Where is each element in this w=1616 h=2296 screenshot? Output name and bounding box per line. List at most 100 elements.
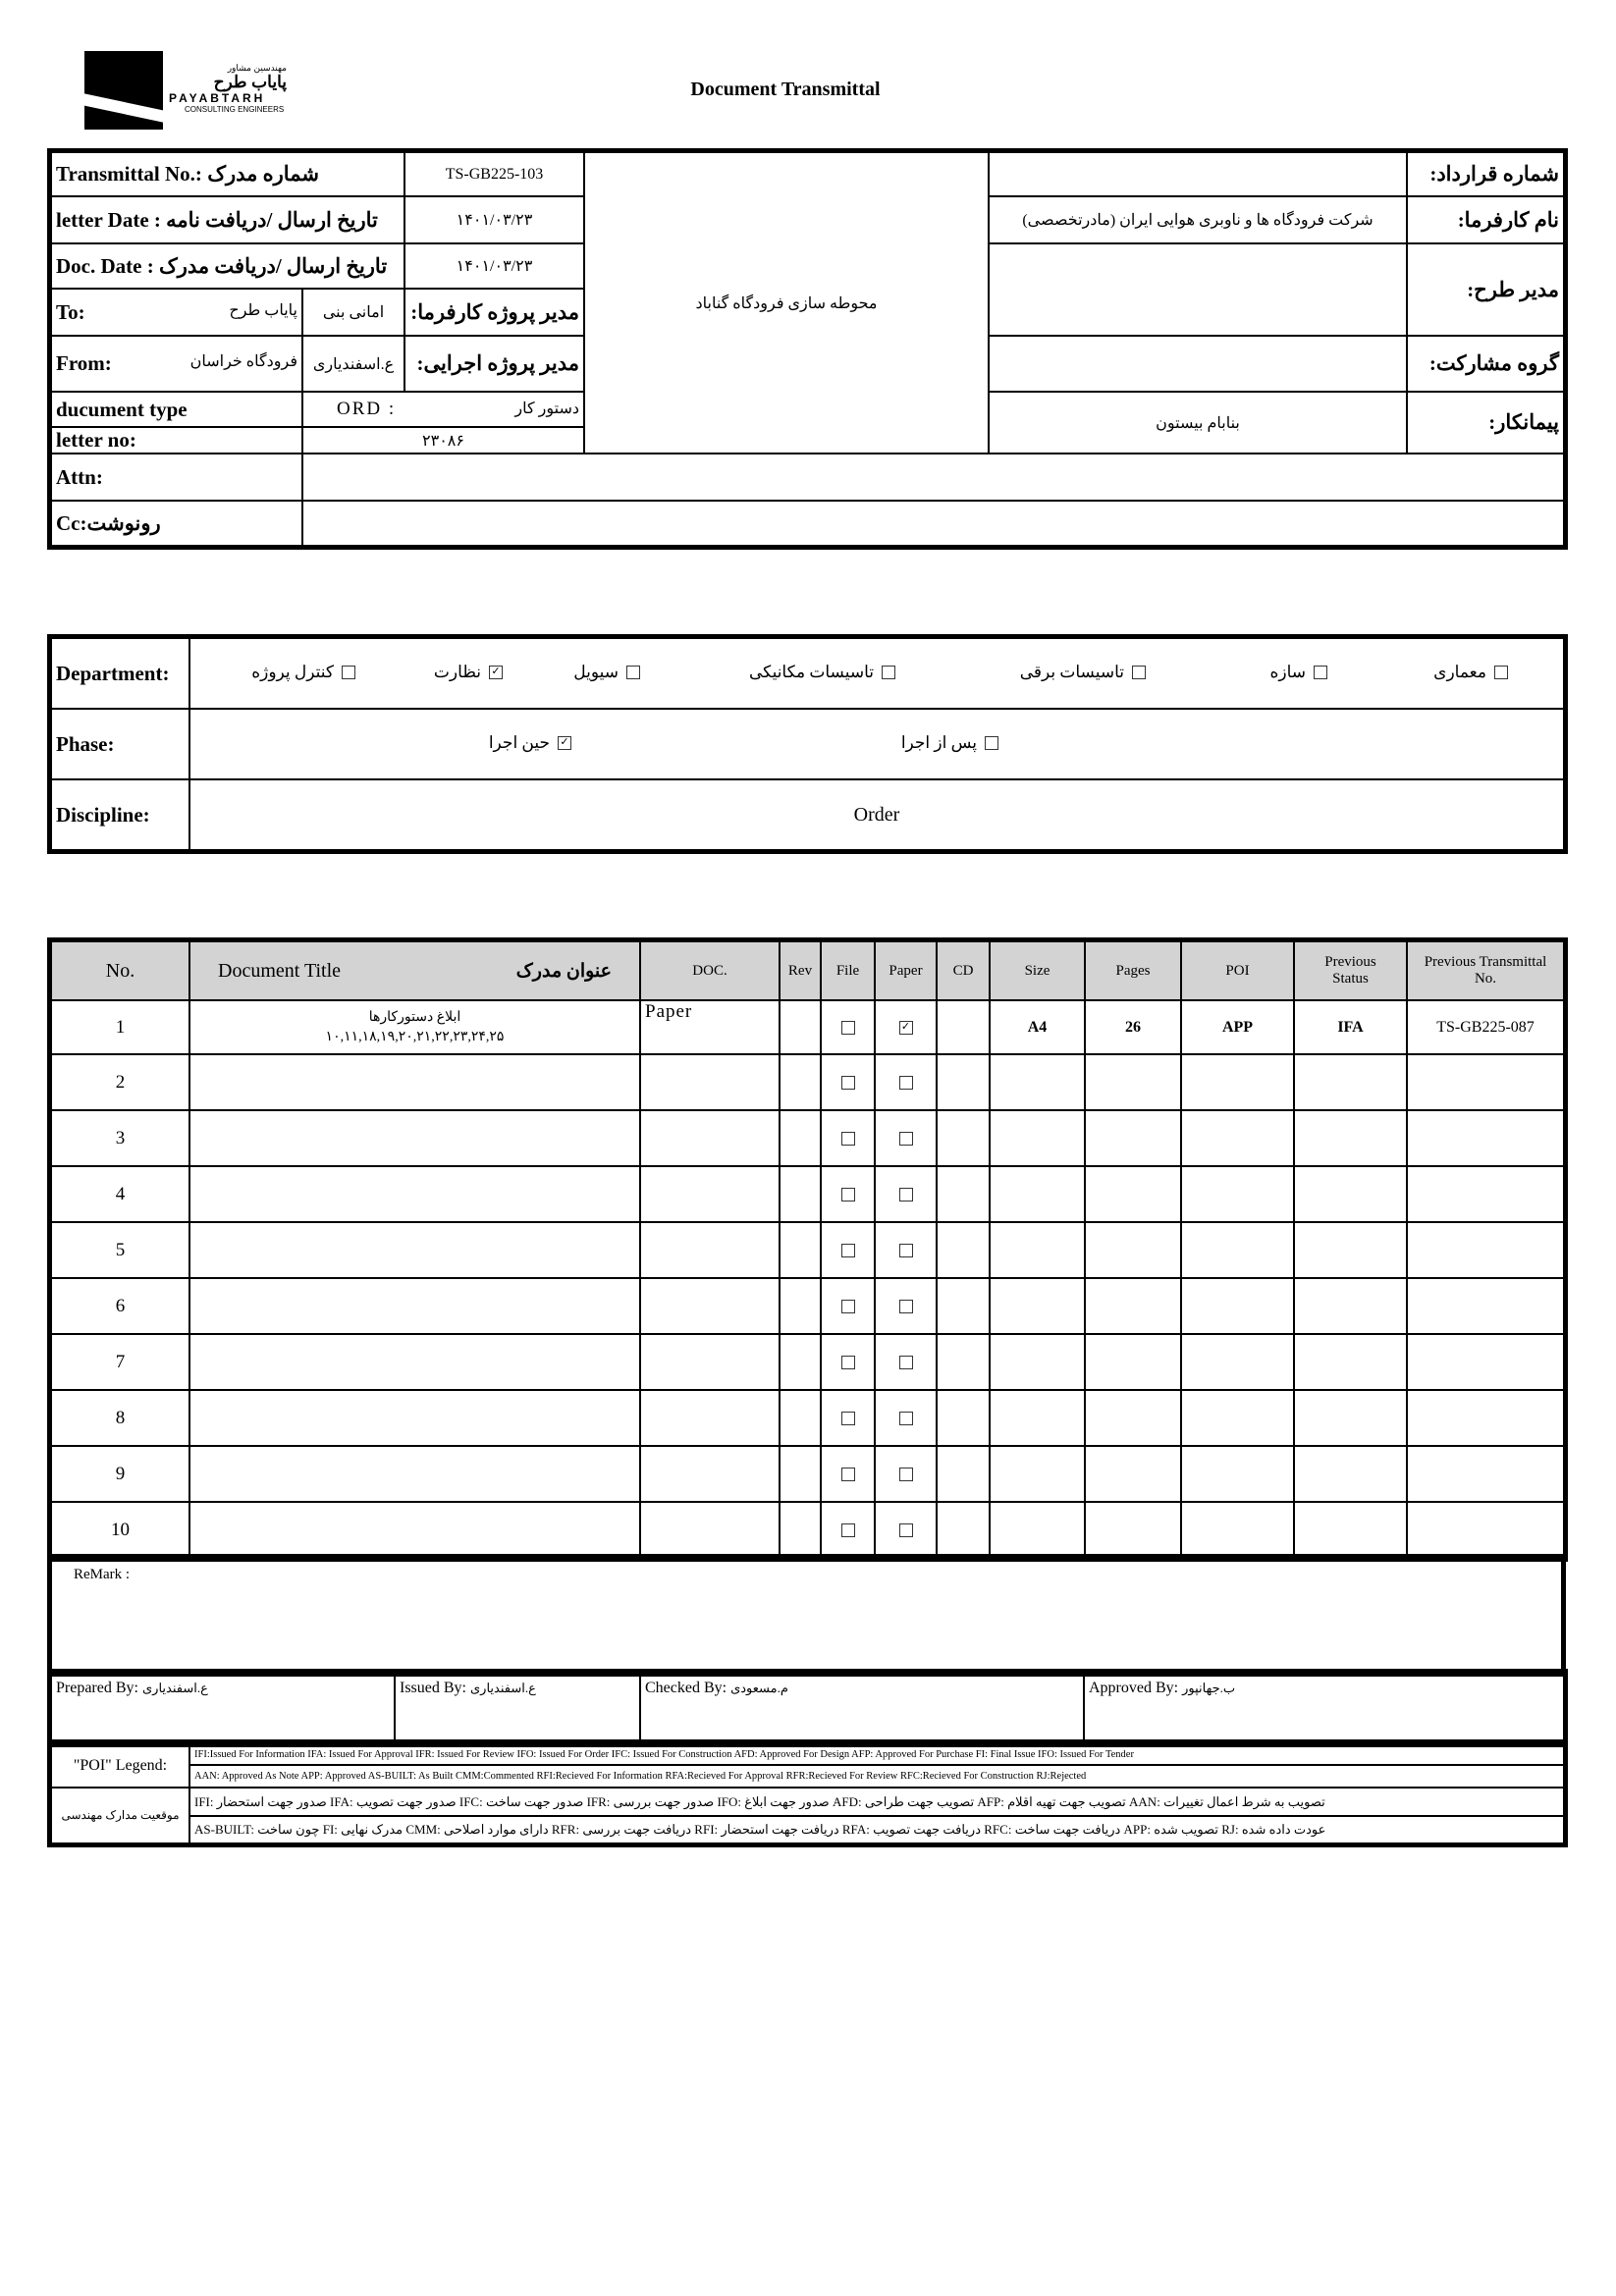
- checkbox-icon[interactable]: [840, 1355, 855, 1369]
- discipline-value: Order: [189, 778, 1565, 851]
- checkbox-icon[interactable]: [1494, 666, 1508, 679]
- cell-file[interactable]: [820, 1445, 876, 1503]
- department-option[interactable]: تاسیسات برقی: [1020, 663, 1146, 682]
- cell-no: 2: [50, 1053, 190, 1111]
- cell-rev: [779, 1165, 822, 1223]
- cell-title: [189, 1333, 641, 1391]
- cell-size: [989, 1221, 1086, 1279]
- phase-options: پس از اجرا✓حین اجراقبل از اجرا: [189, 708, 1565, 780]
- checkbox-icon[interactable]: [882, 666, 895, 679]
- department-option[interactable]: کنترل پروژه: [251, 663, 355, 682]
- col-title-fa: عنوان مدرک: [515, 960, 612, 982]
- checkbox-icon[interactable]: [985, 736, 998, 750]
- cell-file[interactable]: [820, 1389, 876, 1447]
- cell-prev-transmittal: TS-GB225-087: [1406, 999, 1565, 1055]
- info-table: Transmittal No.: شماره مدرک TS-GB225-103…: [47, 148, 1568, 550]
- checkbox-icon[interactable]: [898, 1075, 913, 1090]
- checkbox-icon[interactable]: [840, 1522, 855, 1537]
- cell-file[interactable]: [820, 1109, 876, 1167]
- checkbox-icon[interactable]: [840, 1411, 855, 1425]
- cell-cd: [936, 1165, 991, 1223]
- checkbox-icon[interactable]: [898, 1411, 913, 1425]
- department-option[interactable]: تاسیسات مکانیکی: [749, 663, 895, 682]
- option-label: حین اجرا: [488, 733, 550, 752]
- department-option[interactable]: ✓ نظارت: [434, 663, 503, 682]
- checkbox-icon[interactable]: [1314, 666, 1327, 679]
- department-option[interactable]: سازه: [1269, 663, 1327, 682]
- attn-field[interactable]: [301, 453, 1565, 502]
- checkbox-icon[interactable]: [840, 1131, 855, 1146]
- phase-option[interactable]: ✓ حین اجرا: [489, 733, 571, 753]
- department-option[interactable]: سیویل: [573, 663, 640, 682]
- cell-file[interactable]: [820, 1053, 876, 1111]
- cell-paper[interactable]: [874, 1109, 938, 1167]
- cc-field[interactable]: [301, 500, 1565, 547]
- checkbox-icon[interactable]: [342, 666, 355, 679]
- title-line: ابلاغ دستورکارها: [368, 1009, 461, 1025]
- remark-field[interactable]: ReMark :: [50, 1557, 1563, 1674]
- exec-pm-value: ع.اسفندیاری: [301, 335, 405, 393]
- col-cd: CD: [936, 940, 991, 1001]
- cell-pages: [1084, 1445, 1182, 1503]
- cell-paper[interactable]: [874, 1165, 938, 1223]
- logo-text: مهندسین مشاور پایاب طرح PAYABTARH CONSUL…: [169, 63, 287, 114]
- cell-paper[interactable]: [874, 1221, 938, 1279]
- cell-doc: [639, 1277, 781, 1335]
- checkbox-checked-icon[interactable]: ✓: [558, 736, 571, 750]
- issued-by: Issued By: ع.اسفندیاری: [394, 1672, 641, 1744]
- cell-paper[interactable]: [874, 1277, 938, 1335]
- cell-paper[interactable]: [874, 1389, 938, 1447]
- poi-legend-line1: IFI:Issued For Information IFA: Issued F…: [189, 1742, 1565, 1766]
- cell-prev-status: IFA: [1293, 999, 1408, 1055]
- from-label: From:: [56, 351, 112, 375]
- cell-paper[interactable]: [874, 1445, 938, 1503]
- checkbox-icon[interactable]: [1132, 666, 1146, 679]
- checkbox-icon[interactable]: [898, 1522, 913, 1537]
- cell-cd: [936, 1221, 991, 1279]
- remark-label: ReMark :: [74, 1567, 131, 1582]
- checkbox-icon[interactable]: [840, 1243, 855, 1257]
- cell-file[interactable]: [820, 1501, 876, 1559]
- checkbox-icon[interactable]: [898, 1243, 913, 1257]
- phase-option[interactable]: پس از اجرا: [901, 733, 998, 753]
- checkbox-icon[interactable]: [898, 1299, 913, 1313]
- doc-date-label: Doc. Date : تاریخ ارسال /دریافت مدرک: [50, 242, 405, 290]
- cell-no: 8: [50, 1389, 190, 1447]
- checkbox-checked-icon[interactable]: ✓: [489, 666, 503, 679]
- cell-file[interactable]: [820, 1165, 876, 1223]
- cell-paper[interactable]: [874, 1333, 938, 1391]
- cell-doc: Paper: [639, 999, 781, 1055]
- cell-prev-transmittal: [1406, 1165, 1565, 1223]
- cell-file[interactable]: [820, 1221, 876, 1279]
- cell-prev-transmittal: [1406, 1277, 1565, 1335]
- cell-size: [989, 1333, 1086, 1391]
- cell-paper[interactable]: [874, 1501, 938, 1559]
- option-label: کنترل پروژه: [251, 663, 334, 681]
- checkbox-icon[interactable]: [840, 1075, 855, 1090]
- checkbox-icon[interactable]: [840, 1467, 855, 1481]
- checkbox-icon[interactable]: [898, 1131, 913, 1146]
- checkbox-checked-icon[interactable]: ✓: [898, 1020, 913, 1035]
- cell-file[interactable]: [820, 999, 876, 1055]
- project-name: محوطه سازی فرودگاه گناباد: [583, 151, 990, 454]
- checkbox-icon[interactable]: [840, 1299, 855, 1313]
- status-legend-line2: AS-BUILT: چون ساخت FI: مدرک نهایی CMM: د…: [189, 1815, 1565, 1844]
- phase-label: Phase:: [50, 708, 190, 780]
- checkbox-icon[interactable]: [898, 1355, 913, 1369]
- checkbox-icon[interactable]: [898, 1467, 913, 1481]
- transmittal-no-label: Transmittal No.: شماره مدرک: [50, 151, 405, 197]
- checkbox-icon[interactable]: [898, 1187, 913, 1201]
- cell-file[interactable]: [820, 1277, 876, 1335]
- checkbox-icon[interactable]: [626, 666, 640, 679]
- cell-paper[interactable]: ✓: [874, 999, 938, 1055]
- cell-poi: [1180, 1333, 1295, 1391]
- cell-size: [989, 1445, 1086, 1503]
- logo-fa-name: پایاب طرح: [213, 73, 287, 91]
- cell-file[interactable]: [820, 1333, 876, 1391]
- cell-paper[interactable]: [874, 1053, 938, 1111]
- checkbox-icon[interactable]: [840, 1187, 855, 1201]
- cell-title: [189, 1109, 641, 1167]
- checkbox-icon[interactable]: [840, 1020, 855, 1035]
- cell-no: 5: [50, 1221, 190, 1279]
- department-option[interactable]: معماری: [1433, 663, 1508, 682]
